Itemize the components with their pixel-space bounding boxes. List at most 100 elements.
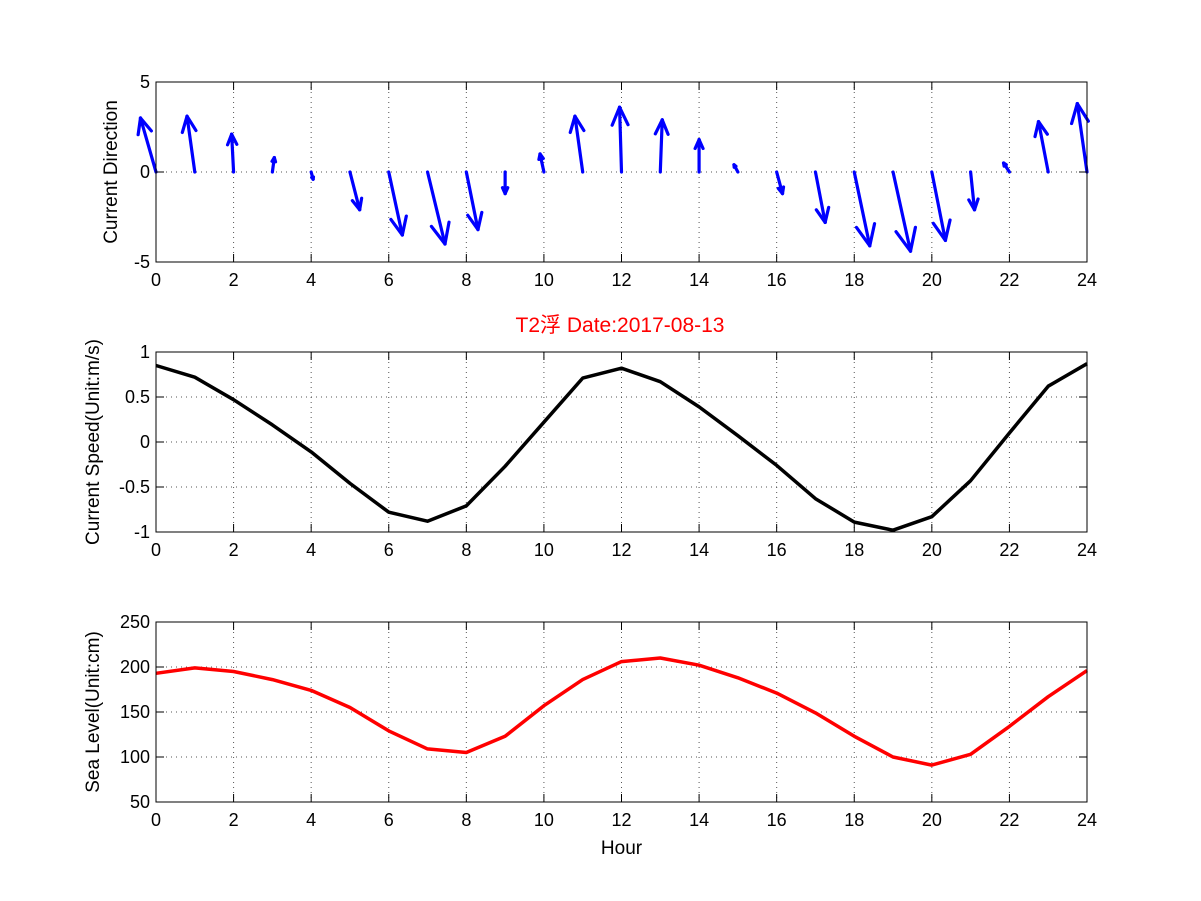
direction-arrow-head [185,114,198,133]
direction-arrow-head [443,220,451,246]
sea-level-xtick-label: 0 [151,810,161,830]
sea-level-ytick-label: 100 [120,747,150,767]
sea-level-ytick-label: 150 [120,702,150,722]
direction-arrow-head [537,152,542,162]
direction-arrow-head [225,132,234,147]
direction-arrow-head [389,217,404,237]
speed-series-line [155,362,1088,532]
sea-level-xtick-label: 12 [611,810,631,830]
speed-xtick-label: 16 [767,540,787,560]
direction-arrow-shaft [573,114,585,174]
sea-level-ylabel: Sea Level(Unit:cm) [83,631,104,793]
speed-xtick-label: 22 [999,540,1019,560]
direction-arrow-shaft [1036,119,1050,174]
sea-level-xtick-label: 14 [689,810,709,830]
figure-title: T2浮 Date:2017-08-13 [516,314,725,337]
direction-xtick-label: 6 [384,270,394,290]
direction-arrow-shaft [658,118,664,174]
direction-arrow [270,156,278,174]
direction-arrow-head [660,118,670,136]
speed-xtick-label: 2 [229,540,239,560]
direction-arrow-head [503,186,510,196]
direction-xtick-label: 8 [461,270,471,290]
direction-xtick-label: 16 [767,270,787,290]
speed-xtick-label: 6 [384,540,394,560]
direction-arrow-head [931,221,948,242]
direction-arrow-head [1036,119,1049,136]
direction-arrow-shaft [852,170,872,248]
direction-arrow [967,170,980,212]
direction-arrow [1001,161,1012,174]
direction-arrow-head [868,222,877,248]
speed-xtick-label: 8 [461,540,471,560]
direction-arrow-shaft [1075,101,1089,174]
speed-xtick-label: 12 [611,540,631,560]
direction-arrow [693,138,705,174]
direction-arrow-head [780,185,786,196]
sea-level-ytick-label: 50 [130,792,150,812]
direction-arrow [653,118,670,174]
direction-arrow [732,163,740,174]
speed-ytick-label: 0 [140,432,150,452]
direction-arrow-head [693,138,701,151]
direction-arrow-head [814,208,827,224]
direction-arrow [136,116,158,174]
direction-arrow-shaft [138,116,158,174]
direction-xtick-label: 22 [999,270,1019,290]
direction-arrow-head [138,116,153,133]
direction-arrow-shaft [387,170,404,237]
direction-arrow [348,170,364,212]
direction-arrow-head [823,205,831,224]
speed-ytick-label: 1 [140,342,150,362]
direction-arrow-head [568,114,577,135]
sea-level-xtick-label: 24 [1077,810,1097,830]
direction-arrow-shaft [969,170,977,212]
direction-arrow [1069,101,1090,174]
sea-level-xtick-label: 8 [461,810,471,830]
speed-xtick-label: 10 [534,540,554,560]
direction-arrow-shaft [617,105,624,174]
direction-arrow-head [908,225,918,253]
direction-arrow-head [476,210,484,232]
direction-xtick-label: 4 [306,270,316,290]
sea-level-xtick-label: 6 [384,810,394,830]
direction-arrow-shaft [230,132,236,174]
direction-xtick-label: 20 [922,270,942,290]
direction-arrow-shaft [185,114,197,174]
direction-arrow [891,170,918,253]
direction-arrow [225,132,239,174]
direction-arrow [180,114,198,174]
direction-arrow [387,170,408,237]
direction-arrow [568,114,586,174]
speed-xtick-label: 14 [689,540,709,560]
direction-xtick-label: 0 [151,270,161,290]
direction-arrow-head [610,105,622,127]
speed-ylabel: Current Speed(Unit:m/s) [83,339,104,545]
direction-xtick-label: 18 [844,270,864,290]
direction-arrow-head [400,214,408,237]
speed-xtick-label: 24 [1077,540,1097,560]
direction-arrow-shaft [891,170,913,253]
sea-level-xtick-label: 10 [534,810,554,830]
direction-arrow-shaft [348,170,362,212]
direction-arrow-shaft [813,170,827,224]
sea-level-xtick-label: 18 [844,810,864,830]
speed-xtick-label: 18 [844,540,864,560]
direction-arrow-head [653,118,664,136]
speed-xtick-label: 0 [151,540,161,560]
sea-level-xlabel: Hour [601,838,643,859]
current-speed-panel: 0 2 4 6 8 10 12 14 16 18 20 22 24-1-0.500.51Current … [83,339,1097,560]
direction-arrow-head [136,116,143,137]
direction-arrow-head [943,218,952,242]
direction-xtick-label: 12 [611,270,631,290]
direction-arrow [537,152,546,174]
direction-arrow [1033,119,1050,174]
speed-ytick-label: 0.5 [125,387,150,407]
speed-ytick-label: -0.5 [119,477,150,497]
sea-level-xtick-label: 22 [999,810,1019,830]
direction-ylabel: Current Direction [101,100,122,244]
direction-arrow-head [180,114,189,135]
